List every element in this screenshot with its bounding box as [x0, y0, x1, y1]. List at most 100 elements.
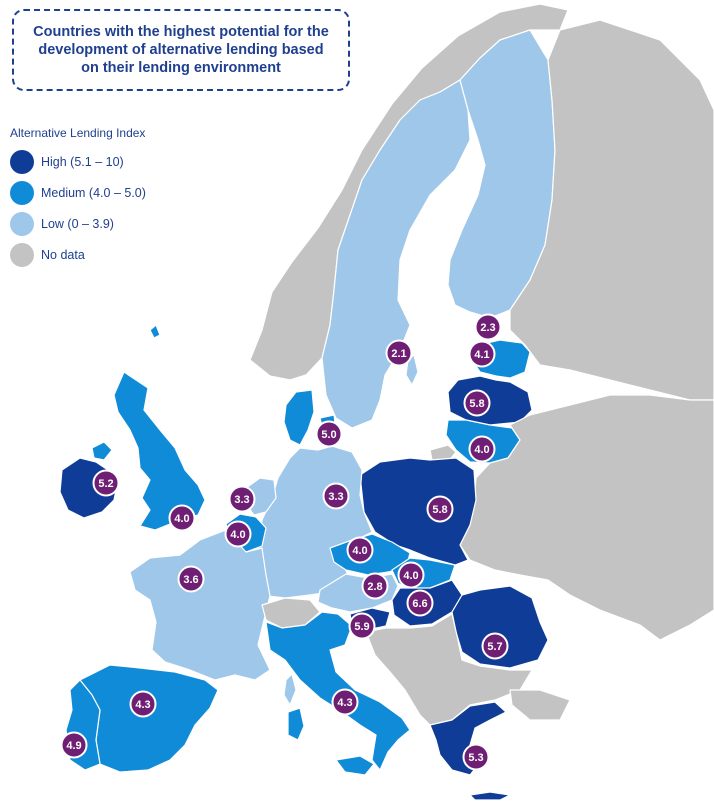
- region-sicily: [335, 755, 375, 776]
- score-badge-circle: [322, 482, 350, 510]
- score-badge-circle: [426, 495, 454, 523]
- score-badge-denmark: 5.0: [315, 420, 343, 448]
- score-badge-france: 3.6: [177, 565, 205, 593]
- score-label-finland: 2.3: [480, 322, 495, 334]
- score-label-united-kingdom: 4.0: [174, 513, 189, 525]
- legend-label-low: Low (0 – 3.9): [41, 216, 114, 231]
- score-label-romania: 5.7: [487, 641, 502, 653]
- score-badge-netherlands: 3.3: [228, 485, 256, 513]
- score-badge-hungary: 6.6: [406, 589, 434, 617]
- score-badge-circle: [385, 339, 413, 367]
- score-badge-circle: [474, 313, 502, 341]
- score-badge-italy: 4.3: [331, 688, 359, 716]
- region-sweden: [321, 79, 471, 429]
- legend-label-high: High (5.1 – 10): [41, 154, 124, 169]
- score-badge-poland: 5.8: [426, 495, 454, 523]
- region-eastern-europe: [459, 394, 714, 641]
- score-badge-ireland: 5.2: [92, 469, 120, 497]
- legend: Alternative Lending Index High (5.1 – 10…: [10, 126, 146, 270]
- score-label-estonia: 4.1: [474, 349, 489, 361]
- score-badge-circle: [129, 690, 157, 718]
- score-badge-circle: [331, 688, 359, 716]
- score-badge-slovenia: 5.9: [348, 612, 376, 640]
- region-spain: [79, 664, 219, 773]
- score-label-belgium: 4.0: [230, 529, 245, 541]
- score-badge-circle: [468, 340, 496, 368]
- score-badge-united-kingdom: 4.0: [168, 504, 196, 532]
- score-badge-lithuania: 4.0: [468, 435, 496, 463]
- score-badge-czech-republic: 4.0: [346, 536, 374, 564]
- region-switzerland: [261, 597, 321, 629]
- region-corsica: [283, 673, 297, 706]
- score-label-italy: 4.3: [337, 697, 352, 709]
- score-label-greece: 5.3: [468, 752, 483, 764]
- score-label-slovenia: 5.9: [354, 621, 369, 633]
- score-label-ireland: 5.2: [98, 478, 113, 490]
- score-badge-austria: 2.8: [361, 572, 389, 600]
- score-badge-circle: [177, 565, 205, 593]
- region-kaliningrad: [429, 444, 457, 463]
- score-badge-estonia: 4.1: [468, 340, 496, 368]
- score-label-germany: 3.3: [328, 491, 343, 503]
- score-badge-circle: [481, 632, 509, 660]
- region-greece: [429, 701, 507, 776]
- score-label-czech-republic: 4.0: [352, 545, 367, 557]
- legend-item-medium: Medium (4.0 – 5.0): [10, 177, 146, 208]
- score-label-poland: 5.8: [432, 504, 447, 516]
- legend-item-high: High (5.1 – 10): [10, 146, 146, 177]
- dark-blue-circle-icon: [10, 149, 34, 174]
- score-badge-circle: [406, 589, 434, 617]
- score-badge-circle: [468, 435, 496, 463]
- score-badge-sweden: 2.1: [385, 339, 413, 367]
- light-blue-circle-icon: [10, 211, 34, 236]
- score-badge-circle: [168, 504, 196, 532]
- score-label-netherlands: 3.3: [234, 494, 249, 506]
- region-united-kingdom: [113, 371, 206, 531]
- score-badge-circle: [346, 536, 374, 564]
- score-badge-circle: [463, 389, 491, 417]
- score-badge-circle: [228, 485, 256, 513]
- region-romania: [451, 585, 549, 669]
- score-badge-circle: [361, 572, 389, 600]
- region-france: [129, 529, 271, 681]
- gray-circle-icon: [10, 242, 34, 267]
- score-label-denmark: 5.0: [321, 429, 336, 441]
- score-label-france: 3.6: [183, 574, 198, 586]
- legend-label-no-data: No data: [41, 247, 85, 262]
- region-sardinia: [287, 707, 305, 741]
- score-label-lithuania: 4.0: [474, 444, 489, 456]
- map-title: Countries with the highest potential for…: [33, 24, 329, 76]
- score-label-spain: 4.3: [135, 699, 150, 711]
- score-badge-germany: 3.3: [322, 482, 350, 510]
- medium-blue-circle-icon: [10, 180, 34, 205]
- region-denmark: [283, 389, 315, 446]
- score-badge-circle: [397, 561, 425, 589]
- score-badge-greece: 5.3: [462, 743, 490, 771]
- score-badge-finland: 2.3: [474, 313, 502, 341]
- region-gotland: [405, 354, 419, 386]
- legend-label-medium: Medium (4.0 – 5.0): [41, 185, 146, 200]
- score-badge-slovakia: 4.0: [397, 561, 425, 589]
- legend-item-no-data: No data: [10, 239, 146, 270]
- score-badge-spain: 4.3: [129, 690, 157, 718]
- score-badge-latvia: 5.8: [463, 389, 491, 417]
- score-badge-portugal: 4.9: [60, 731, 88, 759]
- score-label-sweden: 2.1: [391, 348, 406, 360]
- score-label-latvia: 5.8: [469, 398, 484, 410]
- score-label-hungary: 6.6: [412, 598, 427, 610]
- score-badge-belgium: 4.0: [224, 520, 252, 548]
- score-label-slovakia: 4.0: [403, 570, 418, 582]
- region-small-islands: [149, 324, 161, 339]
- legend-item-low: Low (0 – 3.9): [10, 208, 146, 239]
- map-title-box: Countries with the highest potential for…: [12, 9, 350, 91]
- score-badge-romania: 5.7: [481, 632, 509, 660]
- region-turkey: [509, 689, 571, 721]
- region-russia-north: [509, 19, 714, 401]
- score-badge-circle: [92, 469, 120, 497]
- region-balkans: [365, 613, 533, 726]
- region-northern-ireland: [91, 441, 113, 461]
- score-badge-circle: [315, 420, 343, 448]
- score-label-austria: 2.8: [367, 581, 382, 593]
- score-badge-circle: [462, 743, 490, 771]
